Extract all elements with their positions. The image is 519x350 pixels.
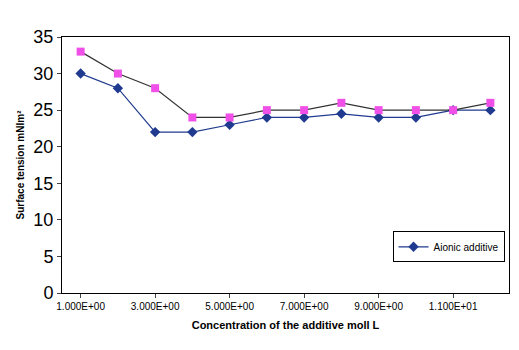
svg-text:3.000E+00: 3.000E+00: [131, 301, 180, 312]
svg-text:9.000E+00: 9.000E+00: [354, 301, 403, 312]
svg-text:30: 30: [33, 64, 53, 84]
svg-text:10: 10: [33, 210, 53, 230]
svg-text:Concentration of the additive: Concentration of the additive moll L: [192, 319, 380, 331]
svg-text:Aionic additive: Aionic additive: [434, 242, 499, 253]
svg-text:35: 35: [33, 27, 53, 47]
svg-text:1.000E+00: 1.000E+00: [56, 301, 105, 312]
svg-text:1.100E+01: 1.100E+01: [429, 301, 478, 312]
svg-text:5.000E+00: 5.000E+00: [205, 301, 254, 312]
svg-text:20: 20: [33, 137, 53, 157]
svg-text:5: 5: [43, 247, 53, 267]
svg-text:25: 25: [33, 100, 53, 120]
svg-text:7.000E+00: 7.000E+00: [280, 301, 329, 312]
svg-text:Surface tension mNIm²: Surface tension mNIm²: [15, 110, 26, 220]
svg-text:0: 0: [43, 283, 53, 303]
svg-text:15: 15: [33, 174, 53, 194]
